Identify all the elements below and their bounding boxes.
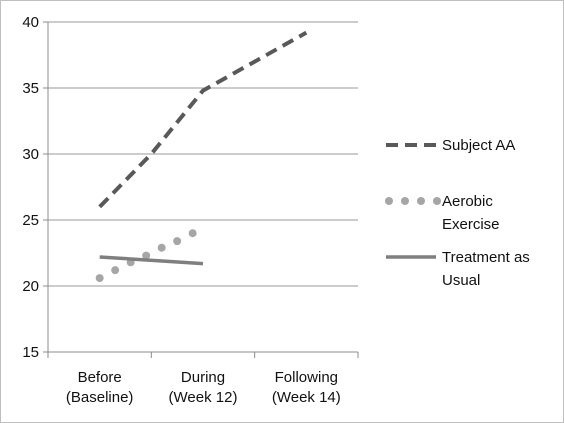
series-line-subject-aa [98,30,308,209]
data-point-aerobic-exercise [173,237,182,246]
legend-marker [385,197,393,205]
data-series [95,30,308,283]
x-tick-label: Following (Week 14) [272,369,341,406]
x-tick-labels: Before (Baseline) During (Week 12) Following… [66,369,341,406]
y-tick-label: 35 [22,80,39,97]
data-point-aerobic-exercise [95,274,104,283]
legend-label-line: Usual [442,272,480,289]
y-tick-label: 40 [22,14,39,31]
data-point-aerobic-exercise [157,243,166,252]
legend-label: Subject AA [442,137,515,154]
legend-label-line: Aerobic [442,193,493,210]
legend-marker [401,197,409,205]
x-tick-label: Before (Baseline) [66,369,134,406]
x-tick-label-line: During [181,369,225,386]
y-tick-label: 30 [22,146,39,163]
data-point-aerobic-exercise [111,266,120,275]
legend-marker [433,197,441,205]
legend-label: Treatment as Usual [442,249,530,289]
gridlines [48,21,358,353]
x-tick-label-line: Before [78,369,122,386]
series-line-treatment-as-usual [99,255,204,266]
data-point-aerobic-exercise [142,251,151,260]
legend-label-line: Treatment as [442,249,530,266]
x-tick-label: During (Week 12) [169,369,238,406]
legend: Subject AA Aerobic Exercise Treatment as Usu… [385,137,530,289]
legend-marker [417,197,425,205]
legend-label-line: Subject AA [442,137,515,154]
legend-label-line: Exercise [442,216,500,233]
x-tick-label-line: Following [275,369,338,386]
axes [43,21,359,358]
x-tick-label-line: (Week 14) [272,389,341,406]
y-tick-labels: 15 20 25 30 35 40 [22,14,39,361]
data-point-aerobic-exercise [188,229,197,238]
y-tick-label: 20 [22,278,39,295]
x-tick-label-line: (Baseline) [66,389,134,406]
y-tick-label: 25 [22,212,39,229]
y-tick-label: 15 [22,344,39,361]
legend-label: Aerobic Exercise [442,193,500,233]
x-tick-label-line: (Week 12) [169,389,238,406]
